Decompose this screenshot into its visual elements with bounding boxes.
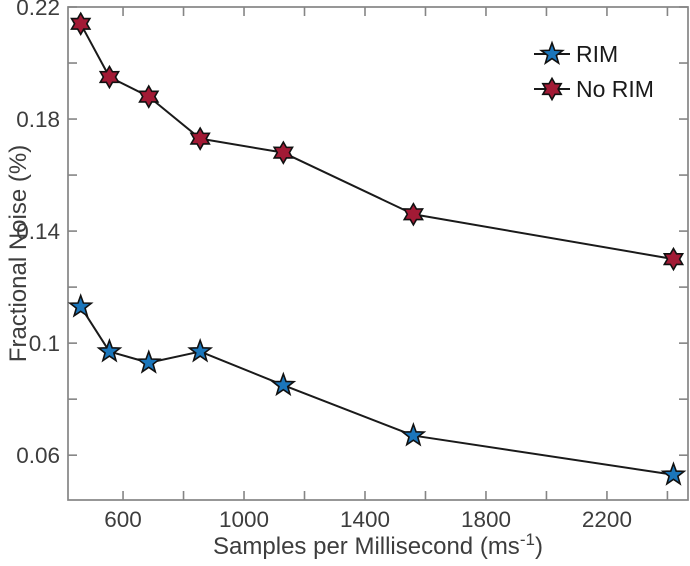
data-point-marker-rim (135, 349, 162, 374)
data-point-marker-rim (67, 293, 94, 318)
y-tick-label: 0.1 (29, 331, 60, 356)
x-tick-label: 1000 (219, 507, 269, 532)
x-tick-label: 600 (104, 507, 142, 532)
y-tick-label: 0.18 (16, 107, 60, 132)
y-tick-label: 0.22 (16, 0, 60, 20)
data-point-marker-no-rim (189, 126, 211, 151)
legend-marker-star5 (539, 40, 565, 65)
data-point-marker-rim (400, 422, 427, 447)
data-point-marker-no-rim (272, 140, 294, 165)
y-tick-label: 0.06 (16, 443, 60, 468)
legend-label: No RIM (576, 76, 654, 102)
data-point-marker-no-rim (98, 64, 121, 90)
x-axis-label: Samples per Millisecond (ms-1) (213, 530, 543, 560)
y-tick-label: 0.14 (16, 219, 60, 244)
legend-entry-rim: RIM (534, 40, 618, 67)
y-axis-label: Fractional Noise (%) (5, 145, 32, 362)
data-point-marker-rim (270, 371, 297, 397)
data-point-marker-no-rim (662, 246, 685, 272)
data-point-marker-no-rim (402, 202, 424, 227)
legend: RIM No RIM (534, 40, 654, 102)
x-tick-label: 2200 (582, 507, 632, 532)
data-point-marker-rim (96, 337, 123, 363)
data-point-marker-no-rim (138, 84, 160, 109)
x-tick-label: 1400 (340, 507, 390, 532)
data-point-marker-rim (660, 461, 687, 486)
x-tick-label: 1800 (461, 507, 511, 532)
legend-label: RIM (576, 41, 618, 67)
plot-area-border (67, 6, 689, 501)
legend-marker-star6 (541, 76, 563, 102)
data-point-marker-rim (187, 337, 214, 363)
data-point-marker-no-rim (70, 11, 92, 37)
legend-entry-no-rim: No RIM (534, 76, 654, 102)
